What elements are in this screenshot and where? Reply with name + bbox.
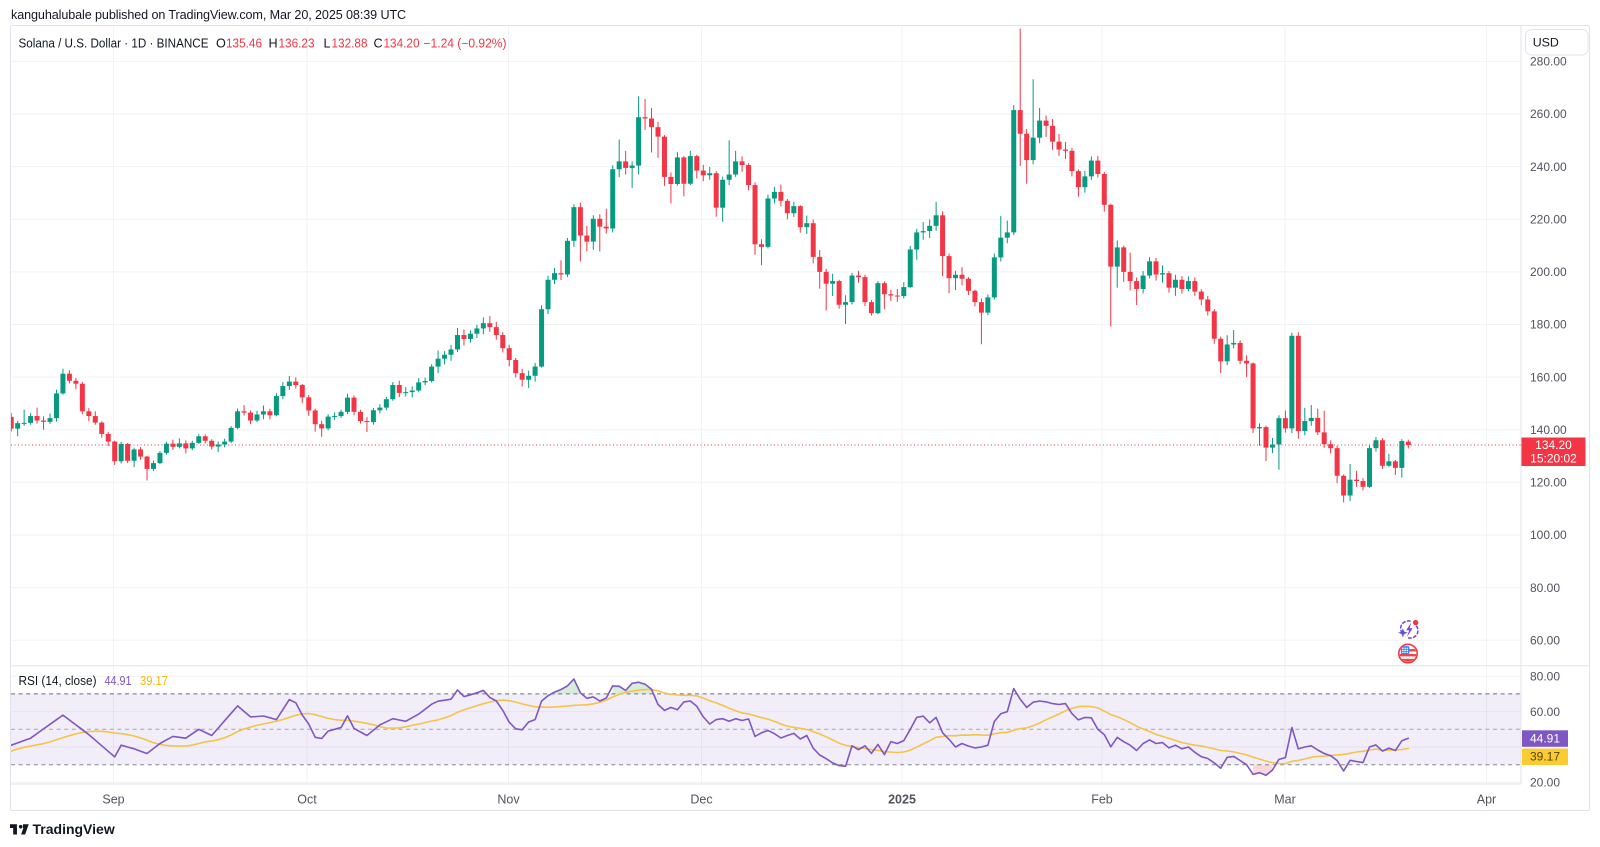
svg-text:44.91: 44.91	[105, 674, 132, 688]
svg-text:Oct: Oct	[297, 793, 317, 807]
svg-text:20.00: 20.00	[1530, 776, 1560, 790]
svg-text:135.46: 135.46	[226, 37, 262, 51]
svg-text:H: H	[269, 37, 278, 51]
svg-text:80.00: 80.00	[1530, 669, 1560, 683]
svg-text:160.00: 160.00	[1530, 370, 1567, 384]
svg-text:80.00: 80.00	[1530, 581, 1560, 595]
svg-text:140.00: 140.00	[1530, 423, 1567, 437]
svg-text:L: L	[324, 37, 331, 51]
svg-text:180.00: 180.00	[1530, 318, 1567, 332]
svg-text:260.00: 260.00	[1530, 107, 1567, 121]
svg-text:Sep: Sep	[102, 793, 124, 807]
svg-text:USD: USD	[1533, 35, 1559, 49]
svg-text:100.00: 100.00	[1530, 528, 1567, 542]
svg-text:Feb: Feb	[1091, 793, 1113, 807]
svg-text:136.23: 136.23	[279, 37, 315, 51]
svg-text:RSI (14, close): RSI (14, close)	[19, 674, 97, 688]
svg-text:Apr: Apr	[1477, 793, 1496, 807]
svg-text:Mar: Mar	[1274, 793, 1296, 807]
svg-text:134.20: 134.20	[1535, 438, 1572, 452]
svg-text:39.17: 39.17	[1530, 750, 1560, 764]
svg-text:−1.24 (−0.92%): −1.24 (−0.92%)	[424, 37, 507, 51]
svg-text:C: C	[374, 37, 383, 51]
svg-text:39.17: 39.17	[140, 674, 168, 688]
svg-text:240.00: 240.00	[1530, 160, 1567, 174]
svg-text:O: O	[216, 37, 226, 51]
svg-text:280.00: 280.00	[1530, 55, 1567, 69]
svg-text:15:20:02: 15:20:02	[1530, 452, 1577, 466]
svg-text:220.00: 220.00	[1530, 213, 1567, 227]
svg-text:44.91: 44.91	[1530, 732, 1560, 746]
svg-text:Solana / U.S. Dollar · 1D · BI: Solana / U.S. Dollar · 1D · BINANCE	[19, 37, 209, 51]
svg-text:60.00: 60.00	[1530, 633, 1560, 647]
svg-text:120.00: 120.00	[1530, 476, 1567, 490]
svg-text:60.00: 60.00	[1530, 705, 1560, 719]
svg-text:132.88: 132.88	[332, 37, 368, 51]
svg-text:Nov: Nov	[497, 793, 520, 807]
svg-text:134.20: 134.20	[384, 37, 420, 51]
svg-text:200.00: 200.00	[1530, 265, 1567, 279]
svg-text:2025: 2025	[888, 793, 916, 807]
svg-text:Dec: Dec	[690, 793, 712, 807]
